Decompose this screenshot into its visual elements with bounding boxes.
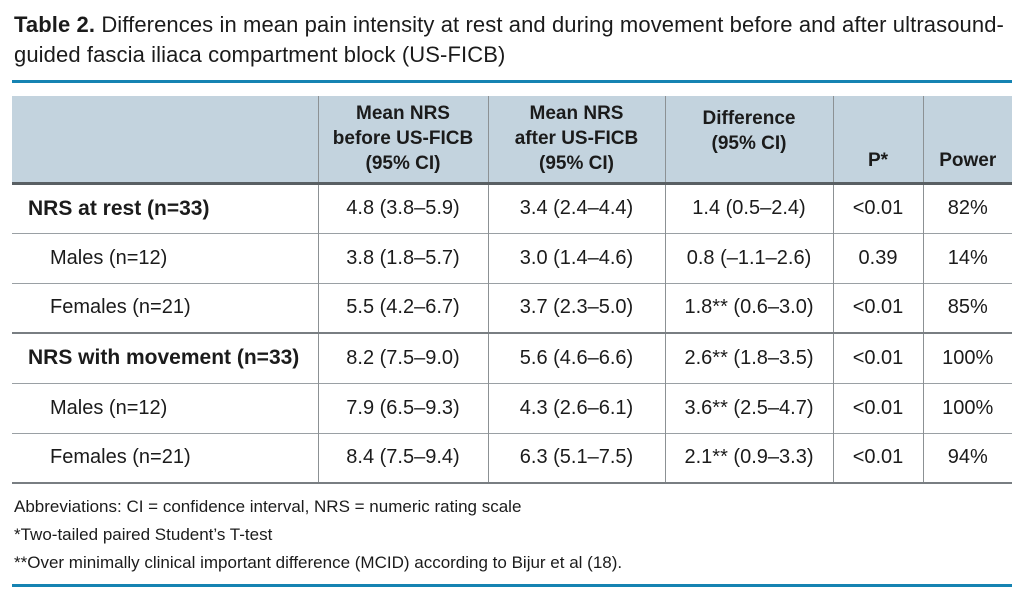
cell-p-value: <0.01 — [832, 332, 923, 383]
cell-mean-before: 5.5 (4.2–6.7) — [317, 282, 488, 333]
cell-p-value: <0.01 — [832, 382, 923, 433]
table-row-rest-females: Females (n=21) 5.5 (4.2–6.7) 3.7 (2.3–5.… — [12, 282, 1012, 333]
cell-difference: 1.4 (0.5–2.4) — [664, 182, 833, 233]
cell-difference: 3.6** (2.5–4.7) — [664, 382, 833, 433]
header-row-label — [12, 96, 318, 185]
cell-mean-after: 3.4 (2.4–4.4) — [487, 182, 665, 233]
row-label: NRS with movement (n=33) — [12, 332, 318, 383]
table-caption-label: Table 2. — [14, 12, 96, 37]
cell-mean-before: 4.8 (3.8–5.9) — [317, 182, 488, 233]
footnote-double-asterisk: **Over minimally clinical important diff… — [14, 553, 623, 572]
table-row-movement-females: Females (n=21) 8.4 (7.5–9.4) 6.3 (5.1–7.… — [12, 432, 1012, 484]
top-divider — [12, 80, 1012, 83]
table-caption-text: Differences in mean pain intensity at re… — [14, 12, 1004, 67]
cell-p-value: <0.01 — [832, 432, 923, 484]
cell-p-value: <0.01 — [832, 282, 923, 333]
bottom-divider — [12, 584, 1012, 587]
row-label: Males (n=12) — [12, 232, 318, 283]
cell-p-value: 0.39 — [832, 232, 923, 283]
table-row-rest-males: Males (n=12) 3.8 (1.8–5.7) 3.0 (1.4–4.6)… — [12, 232, 1012, 283]
cell-difference: 2.6** (1.8–3.5) — [664, 332, 833, 383]
cell-mean-before: 8.2 (7.5–9.0) — [317, 332, 488, 383]
cell-mean-after: 3.7 (2.3–5.0) — [487, 282, 665, 333]
table-row-nrs-with-movement: NRS with movement (n=33) 8.2 (7.5–9.0) 5… — [12, 332, 1012, 383]
header-row: Mean NRS before US-FICB (95% CI) Mean NR… — [12, 96, 1012, 185]
table-caption: Table 2. Differences in mean pain intens… — [14, 10, 1010, 70]
header-mean-before: Mean NRS before US-FICB (95% CI) — [317, 96, 488, 185]
cell-difference: 1.8** (0.6–3.0) — [664, 282, 833, 333]
cell-mean-before: 3.8 (1.8–5.7) — [317, 232, 488, 283]
cell-power: 14% — [922, 232, 1012, 283]
cell-mean-after: 3.0 (1.4–4.6) — [487, 232, 665, 283]
cell-power: 82% — [922, 182, 1012, 233]
cell-mean-before: 7.9 (6.5–9.3) — [317, 382, 488, 433]
page: Table 2. Differences in mean pain intens… — [12, 10, 1012, 587]
footnote-single-asterisk: *Two-tailed paired Student’s T-test — [14, 525, 273, 544]
cell-mean-after: 6.3 (5.1–7.5) — [487, 432, 665, 484]
cell-power: 100% — [922, 332, 1012, 383]
cell-power: 85% — [922, 282, 1012, 333]
footnotes: Abbreviations: CI = confidence interval,… — [14, 493, 1012, 577]
row-label: NRS at rest (n=33) — [12, 182, 318, 233]
row-label: Females (n=21) — [12, 282, 318, 333]
footnote-abbreviations: Abbreviations: CI = confidence interval,… — [14, 497, 522, 516]
cell-p-value: <0.01 — [832, 182, 923, 233]
cell-difference: 2.1** (0.9–3.3) — [664, 432, 833, 484]
row-label: Females (n=21) — [12, 432, 318, 484]
header-difference: Difference (95% CI) — [664, 96, 833, 185]
cell-power: 94% — [922, 432, 1012, 484]
table-row-nrs-at-rest: NRS at rest (n=33) 4.8 (3.8–5.9) 3.4 (2.… — [12, 182, 1012, 233]
cell-mean-after: 5.6 (4.6–6.6) — [487, 332, 665, 383]
row-label: Males (n=12) — [12, 382, 318, 433]
cell-mean-after: 4.3 (2.6–6.1) — [487, 382, 665, 433]
header-p-value: P* — [832, 96, 923, 185]
header-mean-after: Mean NRS after US-FICB (95% CI) — [487, 96, 665, 185]
cell-mean-before: 8.4 (7.5–9.4) — [317, 432, 488, 484]
cell-power: 100% — [922, 382, 1012, 433]
results-table: Mean NRS before US-FICB (95% CI) Mean NR… — [12, 96, 1012, 484]
table-row-movement-males: Males (n=12) 7.9 (6.5–9.3) 4.3 (2.6–6.1)… — [12, 382, 1012, 433]
cell-difference: 0.8 (–1.1–2.6) — [664, 232, 833, 283]
header-power: Power — [922, 96, 1012, 185]
